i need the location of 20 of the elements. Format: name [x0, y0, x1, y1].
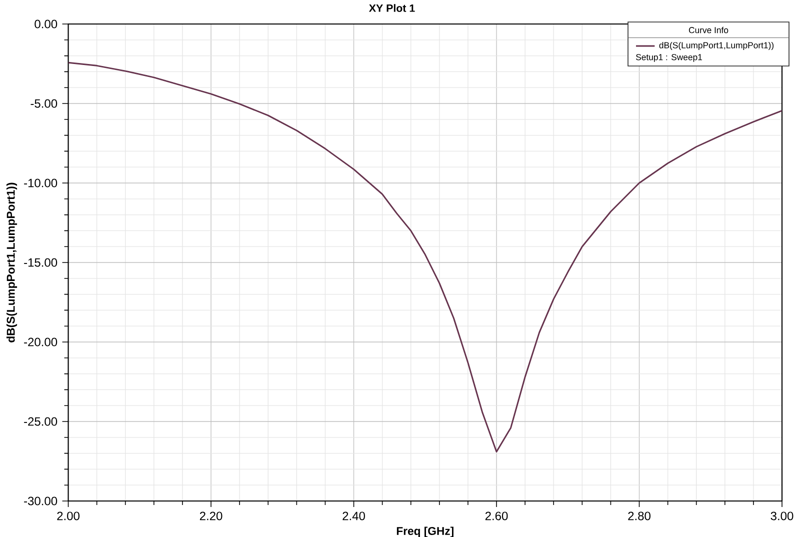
legend-title: Curve Info	[688, 26, 728, 34]
y-tick-label: -15.00	[24, 258, 58, 267]
x-tick-label: 3.00	[770, 512, 794, 520]
x-tick-label: 2.40	[342, 512, 365, 520]
line-series	[68, 62, 782, 452]
x-tick-label: 2.20	[200, 512, 222, 520]
y-tick-label: -5.00	[30, 99, 58, 108]
x-tick-label: 2.60	[485, 512, 508, 520]
y-tick-label: -30.00	[24, 496, 58, 506]
chart-title: XY Plot 1	[368, 4, 415, 12]
x-tick-label: 2.80	[628, 512, 650, 520]
y-tick-label: -25.00	[24, 417, 58, 426]
annotation: Setup1 : Sweep1	[636, 54, 702, 62]
x-tick-label: 2.00	[57, 512, 80, 520]
x-axis-title: Freq [GHz]	[396, 526, 454, 537]
y-axis-title: dB(S(LumpPort1,LumpPort1))	[6, 182, 18, 342]
y-tick-label: -20.00	[24, 338, 58, 346]
y-tick-label: 0.00	[34, 20, 58, 28]
y-tick-label: -10.00	[24, 178, 58, 188]
legend-label: dB(S(LumpPort1,LumpPort1))	[659, 42, 774, 50]
